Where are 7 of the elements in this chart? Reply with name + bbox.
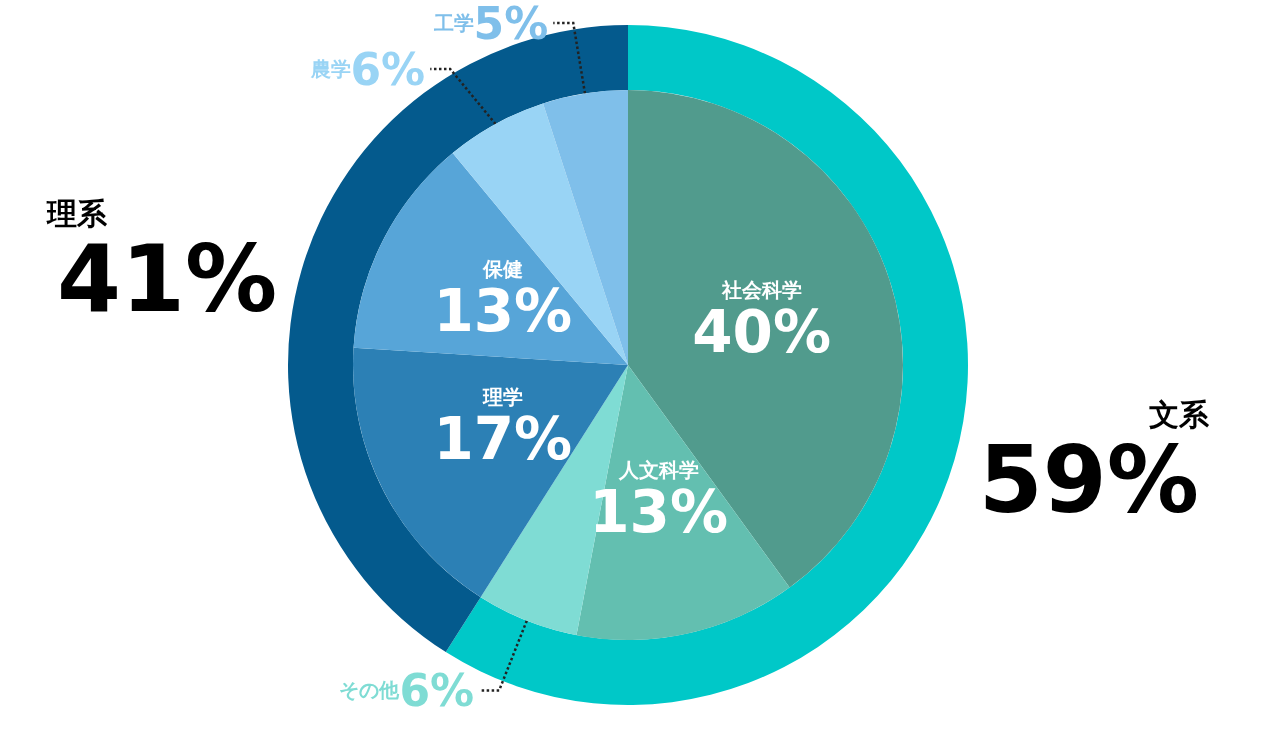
data-label: 6% bbox=[399, 664, 475, 716]
slice-label: 保健 bbox=[481, 257, 523, 282]
data-label: 6% bbox=[350, 43, 426, 95]
data-label: 5% bbox=[473, 0, 549, 49]
slice-label: その他 bbox=[339, 678, 401, 703]
slice-label: 農学 bbox=[309, 57, 351, 81]
slice-label: 工学 bbox=[432, 11, 474, 35]
